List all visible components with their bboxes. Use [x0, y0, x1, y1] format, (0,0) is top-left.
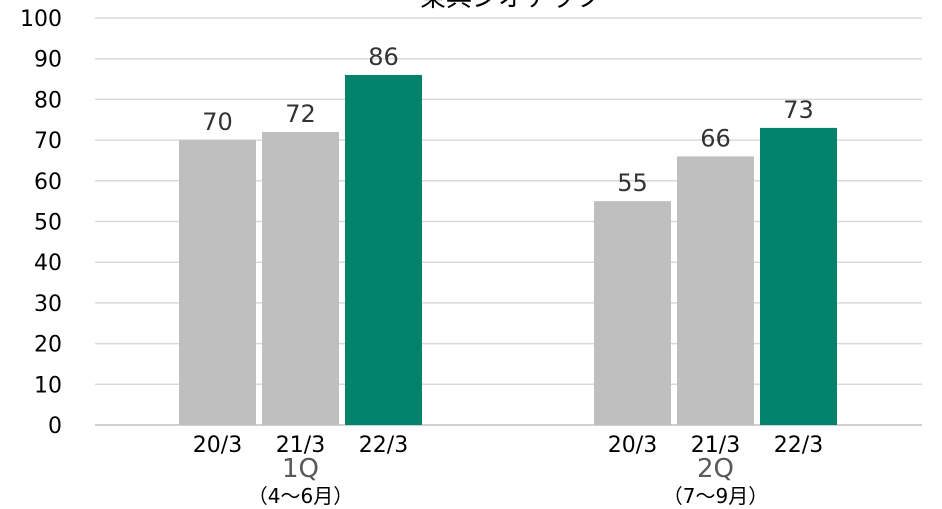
- chart-title: 東興ジオテック: [420, 0, 602, 13]
- y-tick-label: 10: [34, 373, 62, 398]
- y-tick-label: 30: [34, 292, 62, 317]
- y-tick-label: 20: [34, 333, 62, 358]
- group-label: 2Q: [697, 454, 734, 484]
- group-sublabel: （7～9月）: [663, 484, 768, 508]
- y-tick-label: 80: [34, 88, 62, 113]
- group-label: 1Q: [282, 454, 319, 484]
- category-labels: 20/3 21/3 22/3 1Q（4～6月） 20/3 21/3 22/3 2Q（7～9月）: [193, 433, 823, 508]
- category-tick-label: 22/3: [359, 433, 408, 458]
- bar-2Q-22-3: [760, 127, 837, 425]
- y-tick-label: 60: [34, 170, 62, 195]
- group-sublabel: （4～6月）: [248, 484, 353, 508]
- bar-1Q-22-3: [345, 74, 422, 425]
- y-tick-label: 90: [34, 48, 62, 73]
- bar-value-label: 86: [368, 43, 399, 71]
- bar-value-label: 72: [285, 100, 316, 128]
- category-tick-label: 20/3: [193, 433, 242, 458]
- y-tick-label: 40: [34, 251, 62, 276]
- y-tick-label: 50: [34, 211, 62, 236]
- y-axis-ticks: 0 10 20 30 40 50 60 70 80 90 100: [20, 7, 62, 439]
- category-tick-label: 20/3: [608, 433, 657, 458]
- bar-1Q-20-3: [179, 140, 256, 425]
- bar-value-label: 73: [783, 96, 814, 124]
- y-tick-label: 0: [48, 414, 62, 439]
- y-tick-label: 70: [34, 129, 62, 154]
- bar-2Q-21-3: [677, 156, 754, 425]
- bar-value-label: 66: [700, 124, 731, 152]
- y-tick-label: 100: [20, 7, 62, 32]
- category-tick-label: 22/3: [774, 433, 823, 458]
- bar-2Q-20-3: [594, 201, 671, 425]
- category-tick-label: 21/3: [691, 433, 740, 458]
- bar-value-label: 70: [202, 108, 233, 136]
- bars: 70 72 86 55 66 73: [179, 43, 837, 425]
- category-tick-label: 21/3: [276, 433, 325, 458]
- bar-1Q-21-3: [262, 131, 339, 425]
- bar-value-label: 55: [617, 169, 648, 197]
